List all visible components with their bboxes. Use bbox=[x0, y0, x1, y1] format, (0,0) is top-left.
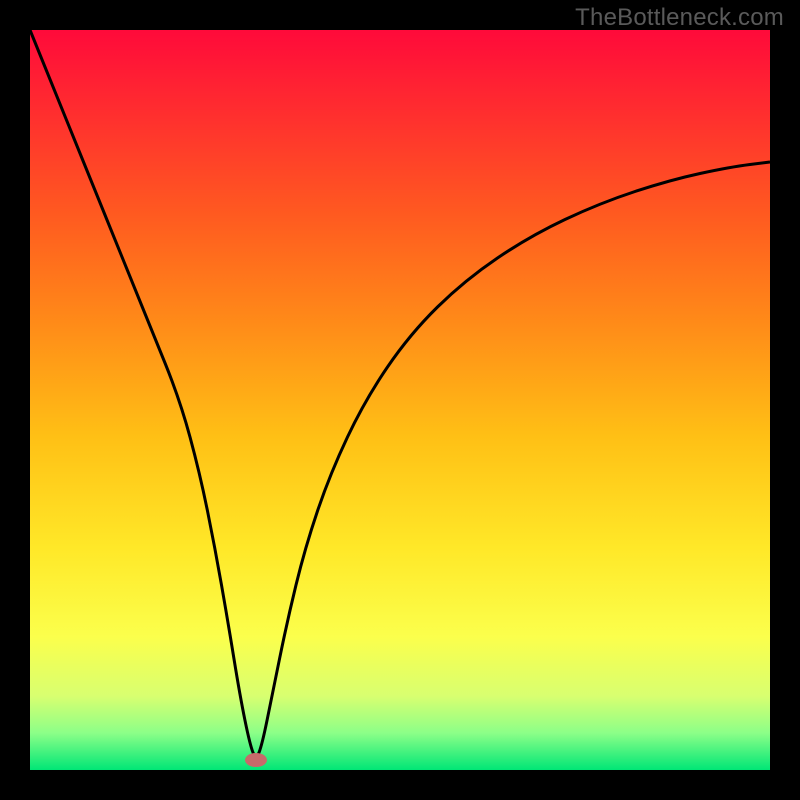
chart-frame: TheBottleneck.com bbox=[0, 0, 800, 800]
bottleneck-chart bbox=[0, 0, 800, 800]
optimum-marker bbox=[245, 753, 267, 767]
plot-background bbox=[30, 30, 770, 770]
watermark-text: TheBottleneck.com bbox=[575, 4, 784, 32]
